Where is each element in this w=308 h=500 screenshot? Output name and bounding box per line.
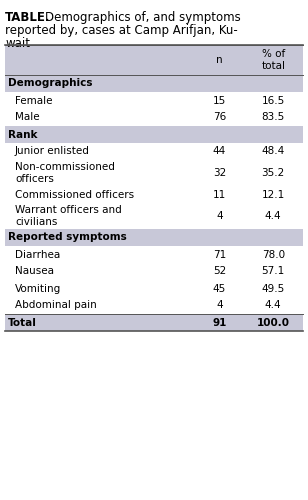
Bar: [5, 109, 303, 126]
Text: Reported symptoms: Reported symptoms: [8, 232, 127, 242]
Bar: [5, 297, 303, 314]
Text: Demographics: Demographics: [8, 78, 92, 88]
Text: 71: 71: [213, 250, 226, 260]
Text: 4.4: 4.4: [265, 300, 282, 310]
Text: % of
total: % of total: [261, 49, 285, 71]
Text: 11: 11: [213, 190, 226, 200]
Bar: [5, 45, 303, 75]
Text: 4: 4: [216, 211, 223, 221]
Bar: [5, 246, 303, 263]
Text: 100.0: 100.0: [257, 318, 290, 328]
Bar: [5, 314, 303, 331]
Text: wait: wait: [5, 37, 30, 50]
Text: Male: Male: [15, 112, 40, 122]
Text: Abdominal pain: Abdominal pain: [15, 300, 97, 310]
Text: 45: 45: [213, 284, 226, 294]
Bar: [5, 186, 303, 203]
Text: Commissioned officers: Commissioned officers: [15, 190, 134, 200]
Text: 16.5: 16.5: [261, 96, 285, 106]
Text: Total: Total: [8, 318, 37, 328]
Text: 83.5: 83.5: [261, 112, 285, 122]
Text: 35.2: 35.2: [261, 168, 285, 178]
Bar: [5, 229, 303, 246]
Text: Junior enlisted: Junior enlisted: [15, 146, 90, 156]
Bar: [5, 203, 303, 229]
Bar: [5, 75, 303, 92]
Text: Demographics of, and symptoms: Demographics of, and symptoms: [45, 11, 241, 24]
Bar: [5, 160, 303, 186]
Text: 49.5: 49.5: [261, 284, 285, 294]
Bar: [5, 143, 303, 160]
Text: 15: 15: [213, 96, 226, 106]
Text: Non-commissioned
officers: Non-commissioned officers: [15, 162, 115, 184]
Text: Warrant officers and
civilians: Warrant officers and civilians: [15, 205, 122, 227]
Text: Rank: Rank: [8, 130, 38, 140]
Text: Nausea: Nausea: [15, 266, 54, 276]
Text: 78.0: 78.0: [261, 250, 285, 260]
Bar: [5, 126, 303, 143]
Bar: [5, 92, 303, 109]
Text: Vomiting: Vomiting: [15, 284, 61, 294]
Bar: [5, 263, 303, 280]
Text: Female: Female: [15, 96, 52, 106]
Text: 12.1: 12.1: [261, 190, 285, 200]
Text: 4.4: 4.4: [265, 211, 282, 221]
Text: 91: 91: [213, 318, 227, 328]
Text: reported by, cases at Camp Arifjan, Ku-: reported by, cases at Camp Arifjan, Ku-: [5, 24, 238, 37]
Text: TABLE.: TABLE.: [5, 11, 51, 24]
Text: n: n: [216, 55, 223, 65]
Text: 32: 32: [213, 168, 226, 178]
Text: Diarrhea: Diarrhea: [15, 250, 60, 260]
Text: 4: 4: [216, 300, 223, 310]
Text: 52: 52: [213, 266, 226, 276]
Text: 48.4: 48.4: [261, 146, 285, 156]
Text: 44: 44: [213, 146, 226, 156]
Text: 57.1: 57.1: [261, 266, 285, 276]
Text: 76: 76: [213, 112, 226, 122]
Bar: [5, 280, 303, 297]
